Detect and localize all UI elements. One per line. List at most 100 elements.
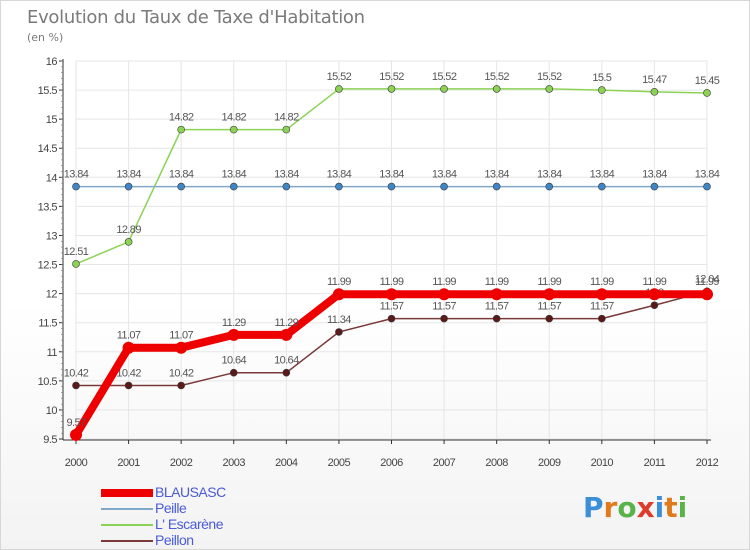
y-tick-label: 15 bbox=[46, 114, 58, 126]
data-label: 15.47 bbox=[642, 74, 667, 86]
y-tick-label: 9.5 bbox=[43, 434, 57, 446]
data-point bbox=[177, 182, 185, 191]
data-label: 14.82 bbox=[274, 112, 299, 124]
y-tick-label: 10.5 bbox=[38, 376, 58, 388]
legend-item: L' Escarène bbox=[101, 516, 361, 533]
y-tick-label: 15.5 bbox=[38, 85, 58, 97]
data-point bbox=[177, 125, 185, 134]
data-label: 13.84 bbox=[484, 169, 509, 181]
data-label: 12.89 bbox=[116, 224, 141, 236]
data-point bbox=[387, 85, 396, 93]
data-label: 13.84 bbox=[537, 169, 562, 181]
data-point bbox=[282, 182, 291, 191]
y-tick-label: 14 bbox=[46, 172, 58, 184]
data-label: 15.45 bbox=[695, 75, 720, 87]
data-label: 11.57 bbox=[485, 301, 509, 313]
data-point bbox=[545, 182, 554, 191]
data-point bbox=[282, 368, 291, 377]
data-point bbox=[490, 288, 503, 301]
logo-letter: i bbox=[677, 491, 688, 524]
x-tick-label: 2010 bbox=[591, 457, 614, 469]
data-label: 13.84 bbox=[642, 169, 667, 181]
data-label: 11.99 bbox=[537, 276, 561, 288]
legend-swatch bbox=[101, 540, 153, 542]
logo-letter: x bbox=[636, 491, 655, 524]
logo-letter: P bbox=[583, 491, 604, 524]
legend-label: Peillon bbox=[155, 532, 194, 548]
data-label: 11.57 bbox=[537, 301, 561, 313]
data-point bbox=[175, 341, 188, 354]
data-label: 10.42 bbox=[169, 367, 194, 379]
data-point bbox=[650, 88, 659, 96]
data-point bbox=[72, 260, 80, 268]
logo-letter: r bbox=[603, 491, 618, 524]
data-label: 11.07 bbox=[169, 330, 193, 342]
data-label: 13.84 bbox=[116, 169, 141, 181]
data-label: 14.82 bbox=[169, 112, 194, 124]
data-point bbox=[124, 238, 133, 246]
data-point bbox=[545, 314, 554, 323]
data-point bbox=[703, 89, 711, 97]
data-point bbox=[440, 85, 448, 93]
legend-item: Peillon bbox=[101, 532, 361, 549]
data-label: 11.57 bbox=[432, 301, 456, 313]
data-point bbox=[72, 182, 80, 191]
data-point bbox=[124, 182, 133, 191]
y-tick-label: 11.5 bbox=[38, 318, 57, 330]
data-label: 10.42 bbox=[116, 367, 141, 379]
data-label: 15.52 bbox=[432, 71, 457, 83]
data-point bbox=[72, 381, 80, 390]
data-label: 13.84 bbox=[590, 169, 615, 181]
data-label: 13.84 bbox=[221, 169, 246, 181]
logo-letter: i bbox=[654, 491, 665, 524]
legend-swatch bbox=[101, 524, 153, 526]
data-label: 15.52 bbox=[327, 71, 352, 83]
data-label: 15.5 bbox=[592, 72, 611, 84]
data-point bbox=[543, 288, 556, 301]
data-point bbox=[335, 85, 343, 93]
data-point bbox=[598, 314, 606, 323]
data-point bbox=[492, 314, 501, 323]
data-label: 15.52 bbox=[537, 71, 562, 83]
data-point bbox=[229, 182, 238, 191]
data-label: 15.52 bbox=[379, 71, 404, 83]
data-label: 13.84 bbox=[64, 169, 89, 181]
legend-swatch bbox=[101, 489, 153, 497]
legend-item: BLAUSASC bbox=[101, 484, 361, 501]
x-tick-label: 2009 bbox=[538, 457, 561, 469]
data-point bbox=[332, 288, 345, 301]
data-label: 11.34 bbox=[327, 314, 351, 326]
data-label: 10.64 bbox=[221, 355, 246, 367]
legend-swatch bbox=[101, 508, 153, 510]
data-point bbox=[227, 328, 240, 341]
data-label: 11.29 bbox=[222, 317, 246, 329]
x-tick-label: 2002 bbox=[170, 457, 193, 469]
data-label: 12.51 bbox=[64, 246, 89, 258]
chart-subtitle: (en %) bbox=[27, 31, 64, 44]
data-label: 11.99 bbox=[695, 276, 719, 288]
data-point bbox=[650, 182, 659, 191]
data-point bbox=[385, 288, 398, 301]
chart-legend: BLAUSASC Peille L' Escarène Peillon bbox=[101, 484, 361, 549]
data-point bbox=[229, 125, 238, 134]
data-label: 15.52 bbox=[484, 71, 509, 83]
data-point bbox=[387, 182, 396, 191]
data-label: 13.84 bbox=[274, 169, 299, 181]
data-point bbox=[387, 314, 396, 323]
x-tick-label: 2005 bbox=[328, 457, 351, 469]
data-point bbox=[282, 125, 291, 134]
data-point bbox=[177, 381, 185, 390]
data-point bbox=[122, 341, 135, 354]
data-point bbox=[335, 328, 343, 336]
chart-title: Evolution du Taux de Taxe d'Habitation bbox=[27, 7, 365, 28]
y-tick-label: 12 bbox=[46, 289, 58, 301]
data-point bbox=[598, 86, 606, 94]
x-tick-label: 2004 bbox=[275, 457, 298, 469]
data-point bbox=[335, 182, 343, 191]
data-label: 11.99 bbox=[432, 276, 456, 288]
data-label: 13.84 bbox=[327, 169, 352, 181]
x-tick-label: 2006 bbox=[380, 457, 403, 469]
data-point bbox=[440, 314, 448, 323]
